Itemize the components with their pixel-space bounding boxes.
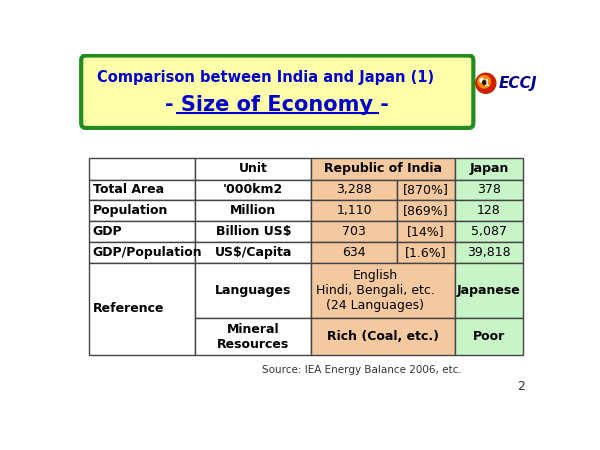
- Text: 2: 2: [517, 380, 524, 393]
- Text: 378: 378: [477, 184, 501, 196]
- Text: Rich (Coal, etc.): Rich (Coal, etc.): [327, 330, 439, 343]
- Bar: [455, 180, 523, 200]
- Text: Poor: Poor: [473, 330, 505, 343]
- Text: - Size of Economy -: - Size of Economy -: [166, 95, 389, 115]
- Text: [1.6%]: [1.6%]: [405, 246, 446, 259]
- Bar: [311, 221, 397, 242]
- Text: 5,087: 5,087: [471, 225, 507, 238]
- Bar: [195, 242, 311, 263]
- Text: Population: Population: [93, 204, 168, 217]
- Bar: [455, 200, 523, 221]
- Text: Total Area: Total Area: [93, 184, 164, 196]
- Text: Reference: Reference: [93, 302, 164, 315]
- Text: 1: 1: [483, 79, 488, 88]
- Text: Billion US$: Billion US$: [215, 225, 291, 238]
- Bar: [89, 180, 195, 200]
- Bar: [89, 221, 195, 242]
- Text: English
Hindi, Bengali, etc.
(24 Languages): English Hindi, Bengali, etc. (24 Languag…: [316, 269, 435, 312]
- Bar: [455, 221, 523, 242]
- FancyBboxPatch shape: [81, 55, 473, 128]
- Circle shape: [482, 80, 487, 85]
- Text: 39,818: 39,818: [467, 246, 511, 259]
- Bar: [89, 158, 195, 180]
- Text: Mineral
Resources: Mineral Resources: [217, 323, 289, 351]
- Bar: [455, 242, 523, 263]
- Text: 3,288: 3,288: [336, 184, 372, 196]
- Text: '000km2: '000km2: [223, 184, 283, 196]
- Text: Unit: Unit: [239, 162, 268, 175]
- Bar: [311, 263, 455, 318]
- Text: [870%]: [870%]: [403, 184, 449, 196]
- Bar: [195, 200, 311, 221]
- Bar: [397, 221, 455, 242]
- Bar: [455, 158, 523, 180]
- Text: 703: 703: [342, 225, 366, 238]
- Bar: [311, 200, 397, 221]
- Bar: [455, 263, 523, 318]
- Bar: [311, 180, 397, 200]
- Text: Japan: Japan: [469, 162, 509, 175]
- Bar: [311, 318, 455, 355]
- Text: Japanese: Japanese: [457, 284, 521, 297]
- Text: Republic of India: Republic of India: [324, 162, 442, 175]
- Bar: [89, 242, 195, 263]
- Circle shape: [478, 76, 490, 88]
- Bar: [89, 263, 195, 355]
- Bar: [89, 200, 195, 221]
- Bar: [397, 180, 455, 200]
- Text: 1,110: 1,110: [336, 204, 372, 217]
- Text: Languages: Languages: [215, 284, 292, 297]
- Bar: [195, 221, 311, 242]
- Bar: [195, 318, 311, 355]
- Bar: [195, 180, 311, 200]
- Bar: [311, 242, 397, 263]
- Circle shape: [476, 73, 496, 93]
- Text: ECCJ: ECCJ: [499, 76, 538, 91]
- Text: GDP: GDP: [93, 225, 122, 238]
- Text: Million: Million: [230, 204, 277, 217]
- Bar: [397, 242, 455, 263]
- Text: Comparison between India and Japan (1): Comparison between India and Japan (1): [97, 70, 434, 85]
- Text: 634: 634: [342, 246, 366, 259]
- Bar: [195, 263, 311, 318]
- Text: GDP/Population: GDP/Population: [93, 246, 202, 259]
- Text: Source: IEA Energy Balance 2006, etc.: Source: IEA Energy Balance 2006, etc.: [262, 365, 461, 375]
- Bar: [311, 158, 455, 180]
- Bar: [397, 200, 455, 221]
- Text: US$/Capita: US$/Capita: [215, 246, 292, 259]
- Text: [14%]: [14%]: [407, 225, 445, 238]
- Text: [869%]: [869%]: [403, 204, 449, 217]
- Bar: [455, 318, 523, 355]
- Text: 128: 128: [477, 204, 501, 217]
- Circle shape: [480, 78, 484, 82]
- Bar: [195, 158, 311, 180]
